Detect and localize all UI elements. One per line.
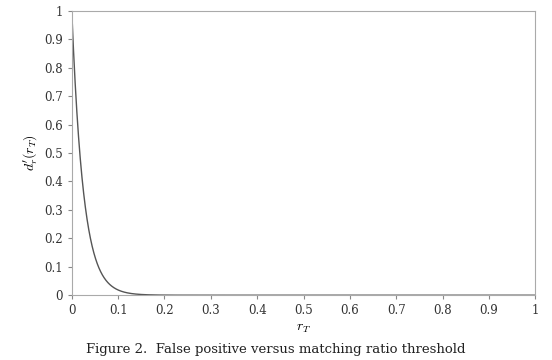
Y-axis label: $d^\prime_r(r_T)$: $d^\prime_r(r_T)$ (22, 135, 40, 171)
X-axis label: $r_T$: $r_T$ (296, 321, 311, 336)
Text: Figure 2.  False positive versus matching ratio threshold: Figure 2. False positive versus matching… (86, 343, 466, 356)
